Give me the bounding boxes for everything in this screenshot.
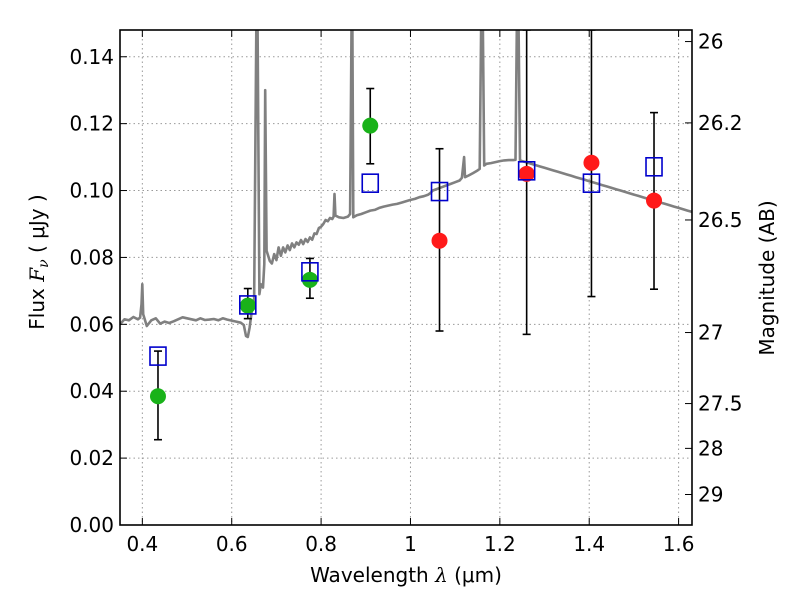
axes-frame [119, 29, 693, 526]
x-tick-label: 0.6 [216, 532, 248, 556]
y2-tick-label: 28 [698, 436, 723, 460]
tick-layer: 0.4 0.6 0.8 1 1.2 1.4 1.6 0.00 0.02 0.04 0.06 0.08 0… [69, 30, 742, 556]
model-photometry-square [301, 262, 319, 282]
model-photometry-square [239, 295, 257, 315]
photometry-marker-layer [149, 30, 663, 441]
x-axis-label: Wavelength λ (μm) [310, 563, 502, 587]
y2-tick-label: 26.2 [698, 111, 743, 135]
y-axis-label-symbol: F [25, 267, 49, 283]
y-tick-label: 0.00 [69, 513, 114, 537]
y2-axis-label: Magnitude (AB) [755, 200, 779, 355]
model-photometry-square [645, 156, 663, 177]
photometry-point [518, 165, 535, 182]
x-tick-label: 0.8 [305, 532, 337, 556]
photometry-point [149, 388, 166, 405]
y-axis-label: Flux Fν ( μJy ) [25, 194, 52, 329]
y2-tick-label: 26.5 [698, 208, 743, 232]
x-tick-label: 1.6 [663, 532, 695, 556]
model-photometry-square [582, 173, 601, 193]
y2-tick-label: 26 [698, 30, 723, 54]
photometry-point [362, 117, 379, 134]
y-tick-label: 0.06 [69, 312, 114, 336]
model-photometry-square [361, 173, 380, 193]
model-photometry-square [430, 181, 449, 202]
model-photometry-square [517, 161, 536, 181]
photometry-point [583, 154, 600, 171]
grid-layer [120, 30, 692, 526]
y-tick-label: 0.08 [69, 245, 114, 269]
y2-tick-label: 27 [698, 321, 723, 345]
y-axis-label-subscript: ν [36, 259, 52, 268]
y-tick-label: 0.04 [69, 379, 114, 403]
photometry-point [301, 271, 318, 288]
y-tick-label: 0.14 [69, 45, 114, 69]
y-tick-label: 0.10 [69, 179, 114, 203]
x-tick-label: 1 [404, 532, 417, 556]
x-tick-label: 1.4 [573, 532, 605, 556]
x-tick-label: 0.4 [126, 532, 158, 556]
model-spectrum-layer [120, 30, 692, 339]
photometry-point [431, 232, 448, 249]
photometry-point [646, 192, 663, 209]
y2-tick-label: 27.5 [698, 392, 743, 416]
x-axis-label-symbol: λ [434, 563, 448, 587]
x-tick-label: 1.2 [484, 532, 516, 556]
photometry-point [239, 297, 256, 314]
y-tick-label: 0.12 [69, 112, 114, 136]
model-spectrum-line [120, 30, 692, 339]
y2-tick-label: 29 [698, 482, 723, 506]
y-tick-label: 0.02 [69, 446, 114, 470]
model-photometry-square [149, 346, 167, 366]
